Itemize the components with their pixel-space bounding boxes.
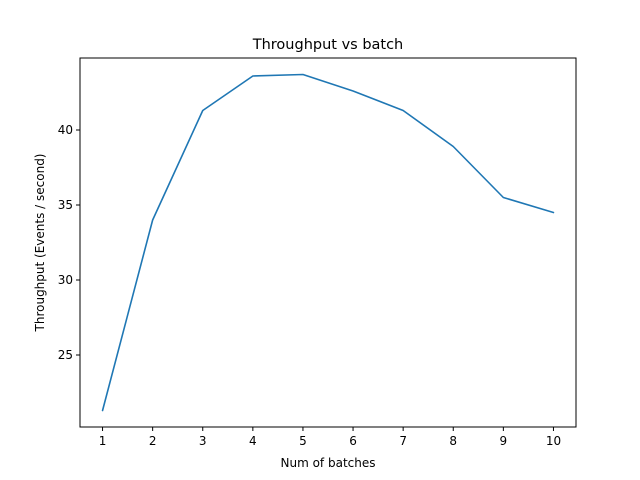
x-axis-label: Num of batches: [281, 456, 376, 470]
plot-frame: [79, 57, 577, 428]
plot-area: 1 2 3 4 5 6 7 8 9 10 25 30 35 40: [58, 57, 577, 448]
x-tick-label: 10: [546, 434, 561, 448]
x-tick-label: 6: [349, 434, 357, 448]
x-tick-label: 4: [249, 434, 257, 448]
x-axis: 1 2 3 4 5 6 7 8 9 10: [99, 427, 561, 448]
x-tick-label: 3: [199, 434, 207, 448]
y-tick-label: 30: [58, 273, 73, 287]
y-tick-label: 25: [58, 348, 73, 362]
x-tick-label: 7: [399, 434, 407, 448]
series-group: [101, 73, 555, 412]
x-tick-label: 1: [99, 434, 107, 448]
y-tick-label: 40: [58, 123, 73, 137]
y-axis-label: Throughput (Events / second): [33, 154, 47, 333]
x-tick-label: 2: [149, 434, 157, 448]
y-tick-label: 35: [58, 198, 73, 212]
x-tick-label: 8: [449, 434, 457, 448]
chart-title: Throughput vs batch: [252, 37, 404, 53]
x-tick-label: 9: [500, 434, 508, 448]
y-axis: 25 30 35 40: [58, 123, 80, 362]
x-tick-label: 5: [299, 434, 307, 448]
series-line: [101, 73, 555, 412]
